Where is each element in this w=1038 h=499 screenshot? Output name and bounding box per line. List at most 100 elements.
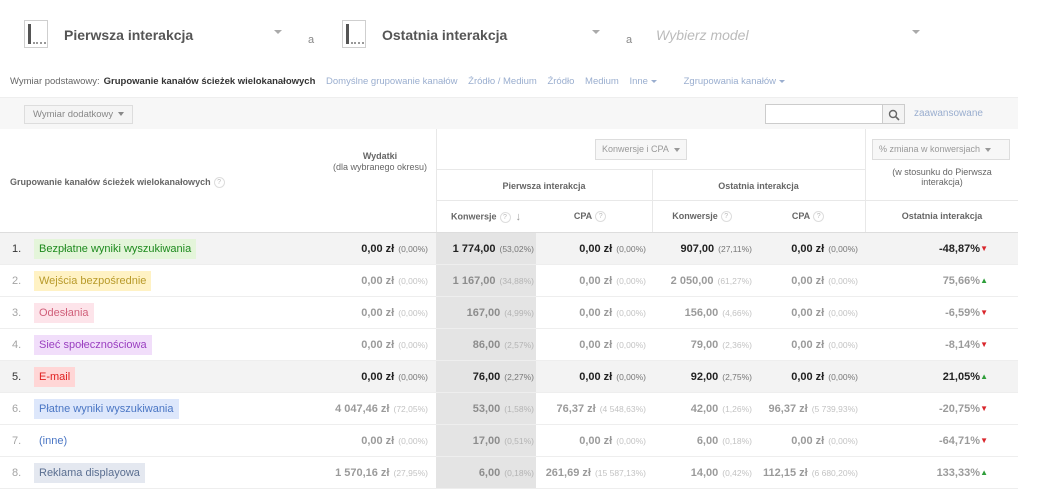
header-change-sub: (w stosunku do Pierwsza interakcja) (892, 167, 992, 187)
model-select-third[interactable]: Wybierz model (656, 18, 926, 52)
dimension-link-channel-groupings[interactable]: Zgrupowania kanałów (684, 76, 793, 87)
change-value: 133,33% (936, 467, 980, 479)
channel-label[interactable]: Płatne wyniki wyszukiwania (34, 399, 179, 419)
table-row[interactable]: 4. Sieć społecznościowa 0,00 zł (0,00%) 86,0… (0, 329, 1018, 361)
cpa-first-cell: 261,69 zł (15 587,13%) (546, 467, 646, 479)
table-row[interactable]: 1. Bezpłatne wyniki wyszukiwania 0,00 zł (0… (0, 233, 1018, 265)
cpa-first-cell: 0,00 zł (0,00%) (579, 275, 646, 287)
help-icon[interactable]: ? (813, 211, 825, 223)
dimension-active: Grupowanie kanałów ścieżek wielokanałowy… (103, 76, 316, 87)
spend-cell: 0,00 zł (0,00%) (361, 435, 428, 447)
table-row[interactable]: 2. Wejścia bezpośrednie 0,00 zł (0,00%) 1 16… (0, 265, 1018, 297)
dimension-link-other[interactable]: Inne (629, 76, 665, 87)
conversions-last-value: 907,00 (680, 243, 715, 255)
table-row[interactable]: 7. (inne) 0,00 zł (0,00%) 17,00 (0,51%) 0,00 z… (0, 425, 1018, 457)
sorted-column-bg (436, 265, 536, 296)
spend-value: 0,00 zł (361, 243, 395, 255)
conversions-last-cell: 156,00 (4,66%) (685, 307, 752, 319)
sorted-column-bg (436, 361, 536, 392)
spend-value: 0,00 zł (361, 307, 395, 319)
table-row[interactable]: 8. Reklama displayowa 1 570,16 zł (27,95%) 6… (0, 457, 1018, 489)
conversions-last-cell: 79,00 (2,36%) (691, 339, 752, 351)
help-icon[interactable]: ? (499, 211, 511, 223)
spend-pct: (0,00%) (398, 276, 428, 286)
cpa-first-pct: (0,00%) (616, 276, 646, 286)
dimension-link-medium[interactable]: Medium (585, 76, 619, 87)
table-row[interactable]: 6. Płatne wyniki wyszukiwania 4 047,46 zł(… (0, 393, 1018, 425)
dimension-link-source-medium[interactable]: Źródło / Medium (468, 76, 537, 87)
cpa-first-pct: (0,00%) (616, 340, 646, 350)
secondary-dimension-button[interactable]: Wymiar dodatkowy (24, 105, 134, 124)
conversions-first-pct: (34,88%) (499, 276, 535, 286)
conversions-last-pct: (2,36%) (722, 340, 752, 350)
conversions-last-value: 14,00 (690, 467, 719, 479)
change-metric-select[interactable]: % zmiana w konwersjach (872, 139, 1010, 160)
cpa-last-pct: (0,00%) (828, 276, 858, 286)
advanced-filter-link[interactable]: zaawansowane (914, 108, 983, 119)
channel-label[interactable]: Wejścia bezpośrednie (34, 271, 152, 291)
spend-pct: (0,00%) (398, 372, 428, 382)
search-button[interactable] (883, 104, 905, 124)
arrow-up-icon: ▲ (980, 468, 988, 477)
cpa-first-pct: (0,00%) (616, 436, 646, 446)
cpa-first-pct: (15 587,13%) (594, 468, 646, 478)
row-number: 8. (12, 467, 22, 479)
conversions-first-value: 1 774,00 (452, 243, 496, 255)
cpa-first-value: 76,37 zł (556, 403, 596, 415)
cpa-first-value: 0,00 zł (579, 435, 613, 447)
table-search-input[interactable] (765, 104, 883, 124)
channel-label[interactable]: (inne) (39, 435, 68, 447)
cpa-last-value: 0,00 zł (791, 243, 825, 255)
chevron-down-icon (673, 147, 680, 152)
table-row[interactable]: 5. E-mail 0,00 zł (0,00%) 76,00 (2,27%) 0,00 z… (0, 361, 1018, 393)
cpa-last-cell: 96,37 zł (5 739,93%) (769, 403, 858, 415)
cpa-first-value: 0,00 zł (579, 339, 613, 351)
dimension-link-default-grouping[interactable]: Domyślne grupowanie kanałów (326, 76, 458, 87)
help-icon[interactable]: ? (720, 211, 732, 223)
metric-group-select[interactable]: Konwersje i CPA (595, 139, 687, 160)
conversions-first-value: 167,00 (466, 307, 501, 319)
conversions-first-value: 17,00 (472, 435, 501, 447)
arrow-down-icon: ▼ (980, 404, 988, 413)
header-conversions-last[interactable]: Konwersje? (652, 211, 752, 223)
chevron-down-icon (912, 30, 920, 34)
sorted-column-bg (436, 329, 536, 360)
model-separator: a (308, 34, 315, 46)
primary-dimension-label: Wymiar podstawowy: (10, 76, 100, 87)
channel-label[interactable]: Reklama displayowa (34, 463, 145, 483)
cpa-first-cell: 0,00 zł (0,00%) (579, 243, 646, 255)
dimension-link-source[interactable]: Źródło (547, 76, 575, 87)
header-channel-group[interactable]: Grupowanie kanałów ścieżek wielokanałowy… (10, 177, 225, 189)
conversions-first-cell: 86,00 (2,57%) (473, 339, 534, 351)
help-icon[interactable]: ? (595, 211, 607, 223)
header-cpa-first[interactable]: CPA? (540, 211, 640, 223)
header-cpa-last[interactable]: CPA? (758, 211, 858, 223)
search-icon (888, 109, 900, 121)
header-conversions-first[interactable]: Konwersje? ↓ (436, 211, 536, 223)
header-spend: Wydatki (362, 151, 398, 161)
channel-label[interactable]: Odesłania (34, 303, 94, 323)
channel-label[interactable]: E-mail (34, 367, 76, 387)
channel-label[interactable]: Bezpłatne wyniki wyszukiwania (34, 239, 197, 259)
cpa-last-pct: (0,00%) (828, 340, 858, 350)
cpa-first-value: 261,69 zł (545, 467, 591, 479)
model-select-first[interactable]: Pierwsza interakcja (24, 18, 284, 52)
spend-value: 0,00 zł (361, 371, 395, 383)
header-spend-sub: (dla wybranego okresu) (332, 162, 428, 172)
change-value: 75,66% (942, 275, 980, 287)
header-conversions-label: Konwersje (672, 211, 718, 221)
help-icon[interactable]: ? (213, 177, 225, 189)
table-row[interactable]: 3. Odesłania 0,00 zł (0,00%) 167,00 (4,99%) 0,… (0, 297, 1018, 329)
model-select-last[interactable]: Ostatnia interakcja (342, 18, 602, 52)
conversions-first-cell: 167,00 (4,99%) (467, 307, 534, 319)
spend-value: 4 047,46 zł (335, 403, 390, 415)
cpa-last-value: 0,00 zł (791, 435, 825, 447)
conversions-last-pct: (0,18%) (722, 436, 752, 446)
arrow-down-icon: ▼ (980, 436, 988, 445)
conversions-first-cell: 76,00 (2,27%) (473, 371, 534, 383)
conversions-first-cell: 53,00 (1,58%) (473, 403, 534, 415)
cpa-last-cell: 0,00 zł (0,00%) (791, 243, 858, 255)
sort-desc-icon[interactable]: ↓ (515, 211, 522, 223)
model-third-placeholder: Wybierz model (656, 27, 749, 43)
channel-label[interactable]: Sieć społecznościowa (34, 335, 152, 355)
